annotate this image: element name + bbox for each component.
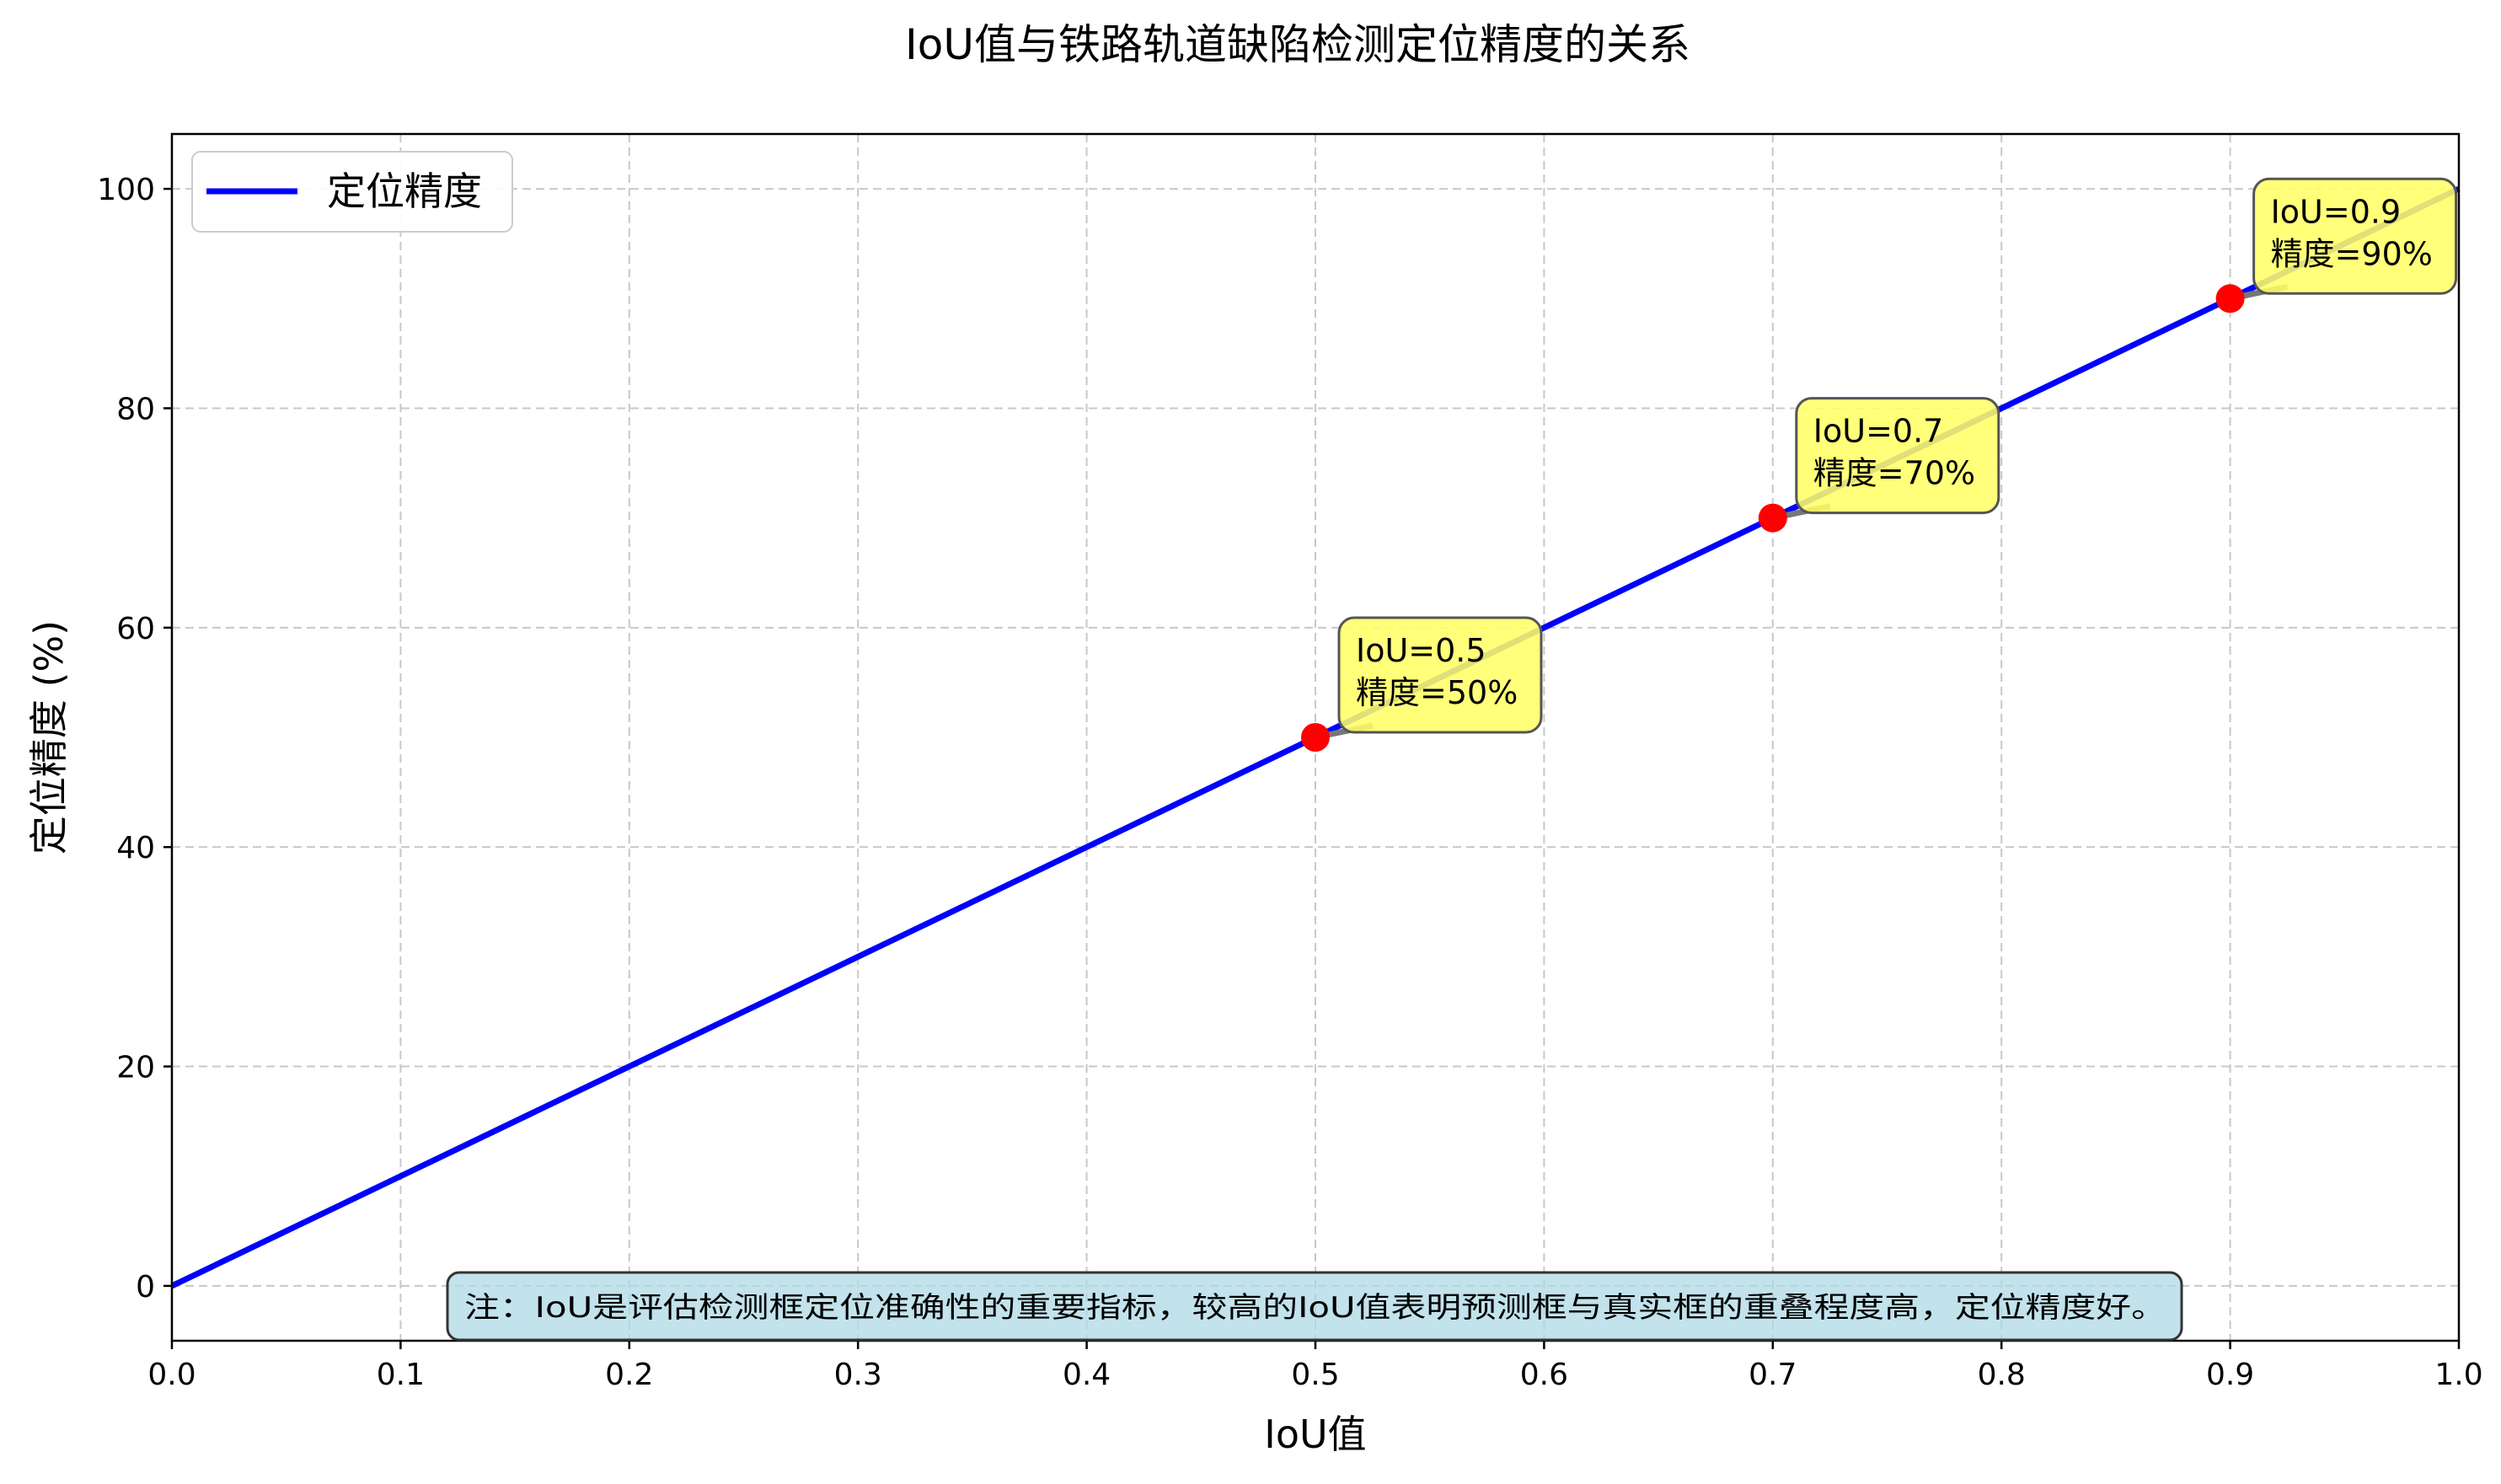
x-tick-label: 0.9 bbox=[2206, 1358, 2254, 1392]
x-axis-label: IoU值 bbox=[1264, 1412, 1366, 1457]
annotation-box bbox=[1795, 397, 2000, 515]
chart-title: IoU值与铁路轨道缺陷检测定位精度的关系 bbox=[905, 20, 1690, 69]
y-tick-label: 20 bbox=[116, 1051, 155, 1085]
y-tick-label: 60 bbox=[116, 612, 155, 646]
y-tick-label: 100 bbox=[97, 173, 155, 207]
x-tick-label: 1.0 bbox=[2434, 1358, 2482, 1392]
x-tick-label: 0.5 bbox=[1291, 1358, 1339, 1392]
highlight-points-layer: IoU=0.5 精度=50% IoU=0.7 精度=70% IoU=0.9 精度=90% bbox=[1301, 177, 2458, 752]
x-tick-label: 0.4 bbox=[1063, 1358, 1111, 1392]
y-tick-label: 0 bbox=[136, 1270, 155, 1305]
x-tick-label: 0.7 bbox=[1749, 1358, 1797, 1392]
note-box: 注：IoU是评估检测框定位准确性的重要指标，较高的IoU值表明预测框与真实框的重… bbox=[446, 1271, 2183, 1342]
legend: 定位精度 bbox=[191, 151, 513, 233]
x-tick-label: 0.6 bbox=[1520, 1358, 1568, 1392]
y-tick-label: 80 bbox=[116, 392, 155, 426]
note-background bbox=[446, 1271, 2183, 1342]
legend-label: 定位精度 bbox=[327, 169, 482, 214]
highlight-point bbox=[1758, 503, 1787, 533]
annotation-label-iou: IoU=0.7 bbox=[1813, 413, 1944, 450]
highlight-point bbox=[1301, 723, 1330, 752]
annotation-label-precision: 精度=90% bbox=[2271, 235, 2433, 272]
note-text: 注：IoU是评估检测框定位准确性的重要指标，较高的IoU值表明预测框与真实框的重… bbox=[464, 1291, 2166, 1325]
x-tick-label: 0.1 bbox=[377, 1358, 425, 1392]
x-tick-label: 0.0 bbox=[147, 1358, 195, 1392]
annotation-box bbox=[1337, 616, 1543, 734]
legend-box bbox=[191, 151, 513, 233]
annotation-label-precision: 精度=70% bbox=[1813, 455, 1975, 492]
annotation-label-iou: IoU=0.9 bbox=[2271, 193, 2402, 230]
x-tick-label: 0.8 bbox=[1978, 1358, 2026, 1392]
x-tick-label: 0.3 bbox=[834, 1358, 882, 1392]
highlight-point bbox=[2215, 284, 2245, 313]
y-axis-label: 定位精度 (%) bbox=[26, 620, 72, 855]
y-tick-label: 40 bbox=[116, 831, 155, 865]
annotation-label-iou: IoU=0.5 bbox=[1356, 632, 1486, 669]
annotation-box bbox=[2252, 177, 2458, 295]
tick-layer: 0.0 0.1 0.2 0.3 0.4 0.5 0.6 0.7 0.8 0.9 1.0 0 20 40 60… bbox=[97, 173, 2482, 1392]
x-tick-label: 0.2 bbox=[605, 1358, 653, 1392]
annotation-label-precision: 精度=50% bbox=[1356, 674, 1518, 711]
